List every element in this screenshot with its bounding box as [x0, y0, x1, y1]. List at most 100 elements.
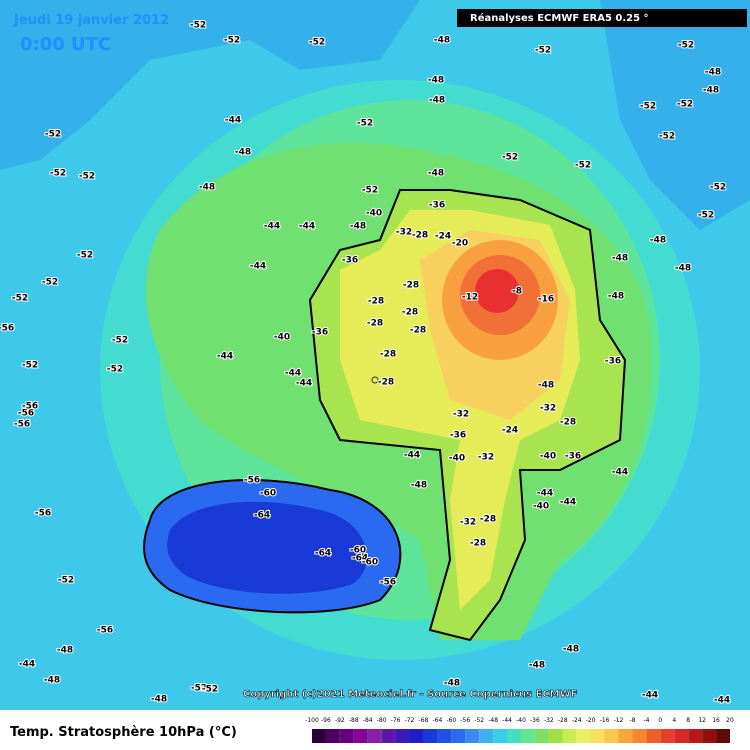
contour-label: -36 — [565, 452, 581, 462]
colorbar-label: -12 — [614, 717, 624, 724]
contour-label: -52 — [112, 336, 128, 346]
contour-label: -36 — [450, 431, 466, 441]
contour-label: -52 — [710, 183, 726, 193]
contour-label: -24 — [435, 232, 451, 242]
contour-label: -52 — [224, 36, 240, 46]
contour-label: -28 — [378, 378, 394, 388]
contour-label: -56 — [22, 402, 38, 412]
colorbar-cell — [381, 729, 396, 743]
contour-label: -48 — [57, 646, 73, 656]
colorbar-label: -28 — [558, 717, 568, 724]
contour-label: -48 — [444, 679, 460, 689]
contour-label: -52 — [640, 102, 656, 112]
contour-label: -48 — [429, 96, 445, 106]
colorbar-label: -80 — [377, 717, 387, 724]
colorbar-label: -60 — [446, 717, 456, 724]
contour-label: -64 — [352, 554, 368, 564]
contour-label: -36 — [429, 201, 445, 211]
colorbar-label: -88 — [349, 717, 359, 724]
contour-label: -60 — [362, 558, 378, 568]
contour-label: -52 — [698, 211, 714, 221]
contour-label: -56 — [97, 626, 113, 636]
colorbar-label: 0 — [658, 717, 662, 724]
contour-label: -44 — [225, 116, 241, 126]
contour-label: -48 — [538, 381, 554, 391]
region — [600, 0, 750, 230]
contour-label: -52 — [309, 38, 325, 48]
contour-label: -32 — [478, 453, 494, 463]
colorbar-cell — [353, 729, 368, 743]
footer-title: Temp. Stratosphère 10hPa (°C) — [10, 725, 237, 740]
colorbar-label: 16 — [712, 717, 720, 724]
contour-label: -44 — [714, 696, 730, 706]
colorbar-cell — [660, 729, 675, 743]
contour-label: -52 — [659, 132, 675, 142]
contour-label: -52 — [190, 21, 206, 31]
colorbar-label: 8 — [686, 717, 690, 724]
contour-label: -48 — [44, 676, 60, 686]
colorbar-cell — [548, 729, 563, 743]
source: Réanalyses ECMWF ERA5 0.25 ° — [470, 12, 649, 24]
contour-label: -60 — [260, 489, 276, 499]
contour-label: -36 — [312, 328, 328, 338]
contour-label: -52 — [677, 100, 693, 110]
contour-label: -56 — [35, 509, 51, 519]
colorbar-label: -32 — [544, 717, 554, 724]
contour-label: -40 — [274, 333, 290, 343]
colorbar-label: -76 — [391, 717, 401, 724]
contour-label: -28 — [470, 539, 486, 549]
colorbar-label: -4 — [643, 717, 649, 724]
contour-label: -48 — [703, 86, 719, 96]
contour-label: -28 — [480, 515, 496, 525]
colorbar-cell — [493, 729, 508, 743]
contour-label: -56 — [380, 578, 396, 588]
contour-label: -44 — [264, 222, 280, 232]
colorbar-label: -8 — [629, 717, 635, 724]
colorbar-cell — [534, 729, 549, 743]
contour-label: -48 — [428, 76, 444, 86]
contour-label: -44 — [404, 451, 420, 461]
date: Jeudi 19 janvier 2012 — [13, 13, 169, 28]
contour-label: -28 — [402, 308, 418, 318]
contour-label: -28 — [403, 281, 419, 291]
contour-label: -44 — [250, 262, 266, 272]
contour-label: -52 — [79, 172, 95, 182]
contour-label: -48 — [612, 254, 628, 264]
contour-label: -52 — [42, 278, 58, 288]
colorbar-label: -68 — [419, 717, 429, 724]
colorbar-cell — [507, 729, 521, 743]
pole — [371, 376, 379, 384]
contour-label: -48 — [434, 36, 450, 46]
contour-label: -28 — [410, 326, 426, 336]
contour-label: -8 — [512, 287, 522, 297]
contour-label: -52 — [535, 46, 551, 56]
colorbar-label: -92 — [335, 717, 345, 724]
colorbar-label: -36 — [530, 717, 540, 724]
contour-label: -48 — [350, 222, 366, 232]
contour-label: -52 — [45, 130, 61, 140]
source-box — [457, 9, 747, 27]
colorbar-cell — [339, 729, 354, 743]
colorbar-cell — [479, 729, 494, 743]
colorbar-cell — [465, 729, 480, 743]
time: 0:00 UTC — [20, 34, 111, 55]
colorbar-cell — [576, 729, 591, 743]
contour-label: -48 — [705, 68, 721, 78]
colorbar-label: -20 — [586, 717, 596, 724]
contour-label: -60 — [350, 546, 366, 556]
contour-label: -44 — [560, 498, 576, 508]
contour-label: -28 — [380, 350, 396, 360]
contour-label: -20 — [452, 239, 468, 249]
colorbar-cell — [367, 729, 382, 743]
colorbar-label: -72 — [405, 717, 415, 724]
region — [475, 269, 519, 313]
colorbar-cell — [562, 729, 577, 743]
contour-label: -16 — [538, 295, 554, 305]
contour-label: -48 — [235, 148, 251, 158]
contour-label: -52 — [50, 169, 66, 179]
colorbar-cell — [395, 729, 410, 743]
contour-label: -48 — [428, 169, 444, 179]
contour-label: -28 — [560, 418, 576, 428]
copyright: Copyright (c)2021 Meteociel.fr - Source … — [243, 689, 578, 700]
